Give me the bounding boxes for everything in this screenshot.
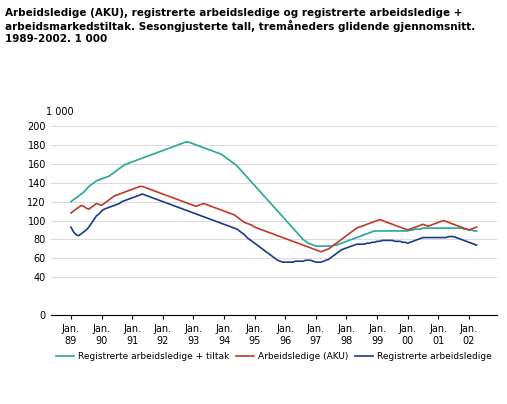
Arbeidsledige (AKU) [405,227,411,232]
Arbeidsledige (AKU) [474,225,480,229]
Registrerte arbeidsledige + tiltak [458,226,464,231]
Registrerte arbeidsledige + tiltak [295,231,301,236]
Text: Arbeidsledige (AKU), registrerte arbeidsledige og registrerte arbeidsledige +
ar: Arbeidsledige (AKU), registrerte arbeids… [5,8,476,44]
Registrerte arbeidsledige [152,196,158,201]
Line: Arbeidsledige (AKU): Arbeidsledige (AKU) [71,187,477,252]
Arbeidsledige (AKU) [137,184,143,189]
Arbeidsledige (AKU) [458,225,464,229]
Arbeidsledige (AKU) [295,241,301,246]
Line: Registrerte arbeidsledige: Registrerte arbeidsledige [71,194,477,262]
Registrerte arbeidsledige + tiltak [313,244,319,248]
Registrerte arbeidsledige [405,241,411,246]
Arbeidsledige (AKU) [152,189,158,194]
Arbeidsledige (AKU) [318,249,324,254]
Arbeidsledige (AKU) [68,210,74,215]
Registrerte arbeidsledige + tiltak [183,140,189,145]
Registrerte arbeidsledige + tiltak [336,242,342,246]
Registrerte arbeidsledige + tiltak [68,199,74,204]
Registrerte arbeidsledige [474,243,480,248]
Registrerte arbeidsledige + tiltak [474,229,480,234]
Arbeidsledige (AKU) [336,239,342,244]
Registrerte arbeidsledige [336,249,342,254]
Registrerte arbeidsledige + tiltak [185,140,191,145]
Legend: Registrerte arbeidsledige + tiltak, Arbeidsledige (AKU), Registrerte arbeidsledi: Registrerte arbeidsledige + tiltak, Arbe… [52,349,495,365]
Registrerte arbeidsledige [185,208,191,213]
Registrerte arbeidsledige [139,191,146,196]
Registrerte arbeidsledige [458,237,464,242]
Arbeidsledige (AKU) [185,201,191,206]
Registrerte arbeidsledige [280,260,286,265]
Registrerte arbeidsledige + tiltak [405,229,411,234]
Registrerte arbeidsledige [298,259,304,264]
Registrerte arbeidsledige + tiltak [150,152,156,157]
Text: 1 000: 1 000 [46,107,74,117]
Registrerte arbeidsledige [68,225,74,229]
Line: Registrerte arbeidsledige + tiltak: Registrerte arbeidsledige + tiltak [71,142,477,246]
